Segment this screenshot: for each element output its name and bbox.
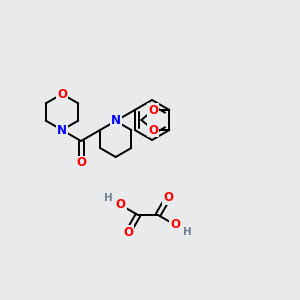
Text: O: O bbox=[170, 218, 180, 232]
Text: H: H bbox=[104, 193, 113, 203]
Text: O: O bbox=[148, 124, 158, 136]
Text: O: O bbox=[148, 103, 158, 116]
Text: O: O bbox=[76, 157, 86, 169]
Text: N: N bbox=[57, 124, 67, 136]
Text: O: O bbox=[163, 191, 173, 204]
Text: H: H bbox=[183, 227, 192, 237]
Text: O: O bbox=[116, 199, 126, 212]
Text: N: N bbox=[111, 115, 121, 128]
Text: O: O bbox=[57, 88, 67, 100]
Text: O: O bbox=[123, 226, 133, 239]
